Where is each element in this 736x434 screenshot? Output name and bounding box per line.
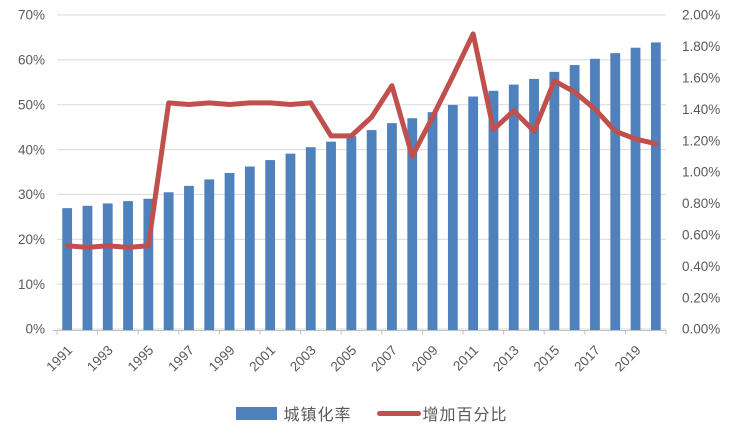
bar-1999: [224, 172, 235, 330]
bar-2007: [387, 123, 397, 330]
left-axis-tick-label: 60%: [18, 53, 45, 68]
x-axis-tick-label: 1995: [125, 343, 157, 375]
legend-label-increase-percentage: 增加百分比: [422, 407, 508, 424]
x-axis-tick-label: 2019: [612, 343, 644, 375]
bar-2003: [305, 147, 316, 330]
right-axis-tick-label: 0.80%: [682, 196, 720, 211]
right-axis-tick-label: 0.00%: [682, 322, 720, 337]
bar-2006: [366, 130, 377, 330]
left-axis-tick-label: 0%: [25, 322, 45, 337]
bar-2001: [265, 160, 276, 330]
bar-1993: [102, 203, 113, 330]
bar-2012: [488, 90, 499, 331]
bar-2002: [285, 153, 296, 330]
right-axis-tick-label: 1.80%: [682, 39, 720, 54]
legend: 城镇化率 增加百分比: [4, 401, 736, 425]
legend-item-increase-percentage: 增加百分比: [376, 401, 508, 425]
left-axis-tick-label: 10%: [18, 277, 45, 292]
bar-2015: [549, 71, 560, 331]
bar-1994: [123, 201, 133, 330]
bar-1998: [204, 179, 215, 330]
increase-percentage-line: [64, 31, 659, 250]
bar-2009: [427, 112, 438, 330]
bar-series-swatch: [236, 406, 278, 420]
left-axis-tick-label: 30%: [18, 187, 45, 202]
bar-2008: [407, 118, 418, 331]
x-axis-tick-label: 1993: [84, 343, 116, 375]
x-axis-tick-label: 2005: [328, 343, 360, 375]
x-axis-tick-label: 2011: [450, 343, 481, 374]
right-axis-tick-label: 1.00%: [682, 165, 720, 180]
bar-1996: [163, 192, 174, 330]
right-axis-tick-label: 1.20%: [682, 133, 720, 148]
x-axis-tick-label: 2013: [490, 343, 522, 375]
bar-2020: [650, 42, 661, 330]
bar-2014: [529, 78, 539, 331]
left-axis-tick-label: 70%: [18, 8, 45, 23]
bar-2017: [590, 58, 600, 330]
x-axis-tick-label: 1997: [165, 343, 197, 375]
bar-2005: [346, 136, 357, 330]
bar-1991: [62, 208, 73, 330]
bar-2004: [326, 141, 336, 330]
left-axis-tick-label: 50%: [18, 97, 45, 112]
x-axis-tick-label: 2017: [571, 343, 603, 375]
bar-1997: [184, 185, 194, 330]
bar-2013: [508, 84, 519, 330]
left-axis-tick-label: 20%: [18, 232, 45, 247]
x-axis-tick-label: 2009: [409, 343, 441, 375]
bar-2016: [569, 65, 580, 330]
x-axis-tick-label: 2001: [246, 343, 278, 375]
bar-2019: [630, 47, 641, 330]
right-axis-tick-label: 0.60%: [682, 228, 720, 243]
x-axis-tick-label: 2015: [531, 343, 563, 375]
x-axis-tick-label: 2003: [287, 343, 319, 375]
bar-1995: [143, 198, 154, 330]
legend-label-urbanization-rate: 城镇化率: [283, 407, 352, 424]
right-axis-tick-label: 0.40%: [682, 259, 720, 274]
x-axis-tick-label: 1999: [206, 343, 238, 375]
line-series-swatch: [376, 410, 421, 416]
x-axis-tick-label: 2007: [368, 343, 400, 375]
right-axis-tick-label: 1.40%: [682, 102, 720, 117]
bar-1992: [82, 205, 93, 330]
bar-2018: [610, 53, 621, 330]
left-axis-tick-label: 40%: [18, 142, 45, 157]
right-axis-tick-label: 1.60%: [682, 71, 720, 86]
bar-2000: [244, 166, 255, 330]
bar-2011: [468, 96, 479, 330]
legend-item-urbanization-rate: 城镇化率: [236, 401, 351, 425]
right-axis-tick-label: 0.20%: [682, 290, 720, 305]
right-axis-tick-label: 2.00%: [682, 8, 720, 23]
bar-2010: [447, 104, 458, 330]
x-axis-tick-label: 1991: [43, 343, 75, 375]
